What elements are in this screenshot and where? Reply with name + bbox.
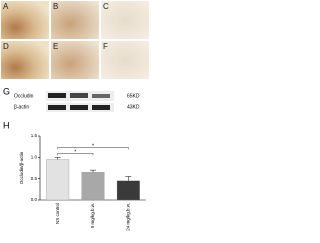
error-bar [90, 169, 96, 173]
x-tick-label: 9 mg/kg.b.w. [90, 203, 95, 228]
panel-letter: F [103, 42, 108, 51]
panel-letter: B [53, 2, 58, 11]
y-tick-label: 1.0 [31, 155, 38, 160]
protein-label: β-actin [14, 104, 29, 110]
protein-label: Occludin [14, 93, 34, 99]
bar [116, 180, 140, 201]
y-tick-label: 0.5 [31, 176, 38, 181]
figure: A B C D E F G Occludin β-actin 65KD 43KD… [1, 1, 149, 231]
micrograph [101, 41, 149, 79]
micrograph [1, 41, 49, 79]
panel-letter: E [53, 42, 58, 51]
significance-mark: * [92, 144, 94, 150]
band [70, 93, 88, 98]
micrograph [51, 1, 99, 39]
panel-letter: H [3, 120, 10, 130]
panel-letter: D [3, 42, 9, 51]
micrograph [101, 1, 149, 39]
y-tick-label: 1.5 [31, 133, 38, 138]
x-tick-label: 24 mg/kg.b.w. [126, 203, 131, 231]
y-axis-label: Occludin/β-actin [19, 151, 24, 184]
significance-bracket [57, 147, 129, 150]
size-label: 65KD [127, 93, 140, 99]
micrographs [1, 1, 149, 79]
significance-mark: * [74, 150, 76, 156]
micrograph [1, 1, 49, 39]
bar [81, 172, 105, 201]
bar-chart: 0.0 0.5 1.0 1.5 Occludin/β-actin NS control 9 … [19, 133, 146, 231]
band [92, 94, 110, 98]
size-label: 43KD [127, 104, 140, 110]
panel-letters: A B C D E F [3, 2, 109, 51]
band [48, 105, 66, 110]
bar [46, 159, 70, 201]
band [70, 105, 88, 110]
panel-letter: A [3, 2, 9, 11]
error-bar [54, 157, 61, 160]
panel-letter: C [103, 2, 109, 11]
x-tick-label: NS control [55, 203, 60, 224]
band [92, 105, 110, 110]
significance-bracket [57, 153, 94, 156]
y-tick-label: 0.0 [31, 197, 38, 202]
micrograph [51, 41, 99, 79]
band [48, 93, 66, 98]
error-bar [125, 176, 132, 181]
panel-letter: G [3, 86, 10, 96]
